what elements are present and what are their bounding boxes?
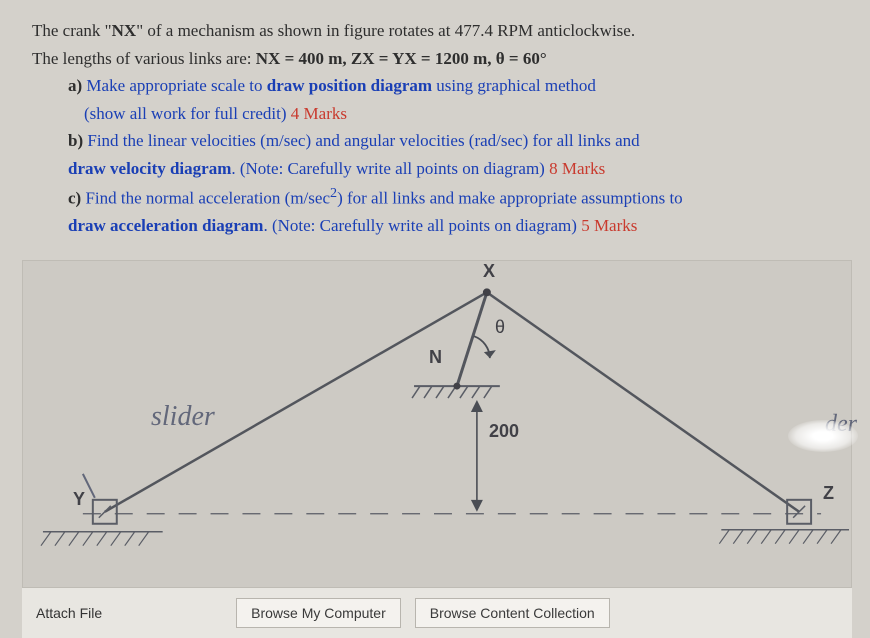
part-label: a) [68,76,86,95]
text-bold: draw velocity diagram [68,159,231,178]
text: The lengths of various links are: [32,49,256,68]
line-2: The lengths of various links are: NX = 4… [32,46,842,72]
text-bold: draw position diagram [267,76,432,95]
text: ) for all links and make appropriate ass… [337,189,683,208]
text: . (Note: Carefully write all points on d… [231,159,549,178]
label-200: 200 [489,421,519,442]
text: using graphical method [432,76,596,95]
angle-arrow [484,350,496,358]
link-XZ [487,292,799,511]
text: Find the linear velocities (m/sec) and a… [87,131,639,150]
label-theta: θ [495,317,505,338]
part-label: b) [68,131,87,150]
label-Z: Z [823,483,834,504]
text: Make appropriate scale to [86,76,266,95]
text: The crank " [32,21,112,40]
ground-hatch-Y [41,532,163,546]
question-text: The crank "NX" of a mechanism as shown i… [0,0,870,239]
attach-file-bar: Attach File Browse My Computer Browse Co… [22,588,852,638]
joint-X [483,288,491,296]
mechanism-diagram: X N θ 200 Y Z slider der [22,260,852,588]
marks: 8 Marks [549,159,605,178]
browse-content-collection-button[interactable]: Browse Content Collection [415,598,610,628]
text: . (Note: Carefully write all points on d… [263,216,581,235]
part-c-line1: c) Find the normal acceleration (m/sec2)… [32,183,842,211]
part-label: c) [68,189,85,208]
browse-my-computer-button[interactable]: Browse My Computer [236,598,401,628]
ground-hatch-Z [719,530,849,544]
part-b-line1: b) Find the linear velocities (m/sec) an… [32,128,842,154]
marks: 5 Marks [581,216,637,235]
joint-N [453,383,460,390]
diagram-svg [23,261,851,587]
part-b-line2: draw velocity diagram. (Note: Carefully … [32,156,842,182]
label-Y: Y [73,489,85,510]
label-N: N [429,347,442,368]
line-1: The crank "NX" of a mechanism as shown i… [32,18,842,44]
label-X: X [483,261,495,282]
handwritten-slider-left: slider [151,401,215,433]
attach-file-label: Attach File [36,605,102,621]
dim-arrow-down [471,500,483,512]
marks: 4 Marks [291,104,347,123]
part-c-line2: draw acceleration diagram. (Note: Carefu… [32,213,842,239]
crank-name: NX [112,21,137,40]
text: Find the normal acceleration (m/sec [85,189,330,208]
equation: NX = 400 m, ZX = YX = 1200 m, θ = 60° [256,49,547,68]
dim-arrow-up [471,400,483,412]
text: (show all work for full credit) [84,104,291,123]
part-a-line1: a) Make appropriate scale to draw positi… [32,73,842,99]
text-bold: draw acceleration diagram [68,216,263,235]
text: " of a mechanism as shown in figure rota… [136,21,635,40]
part-a-line2: (show all work for full credit) 4 Marks [32,101,842,127]
handwritten-slider-right: der [825,411,857,438]
